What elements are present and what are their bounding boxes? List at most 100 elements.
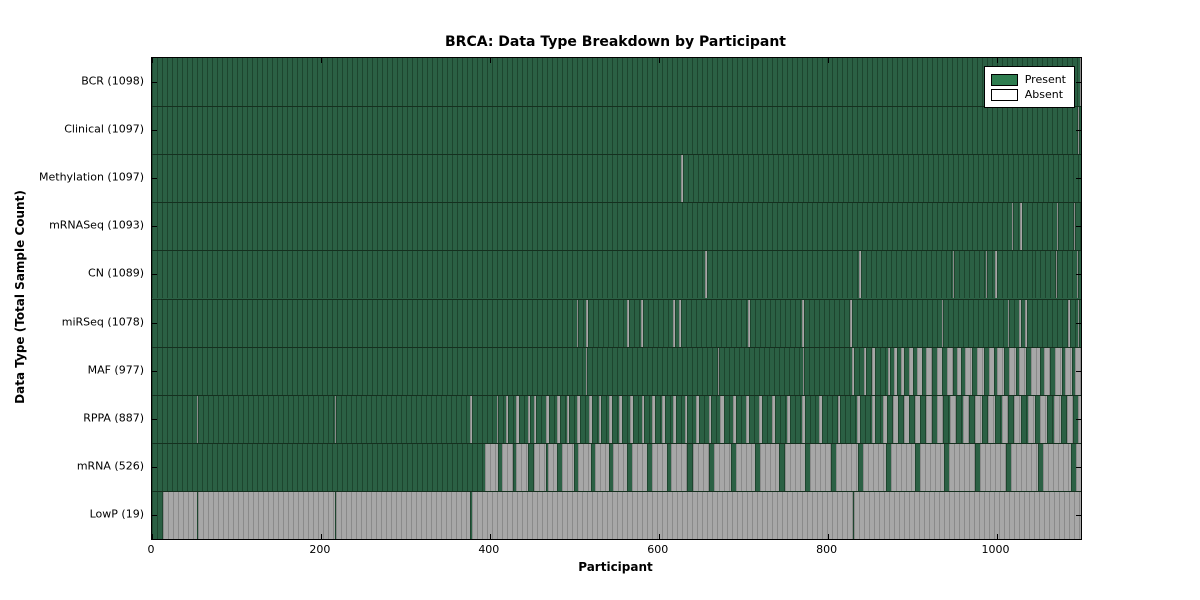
row-separator [152,202,1081,204]
segment [556,394,560,443]
x-tick-mark [320,58,322,63]
segment [942,346,947,395]
y-tick-label-MAF: MAF (977) [87,363,144,377]
segment [1031,346,1040,395]
segment [515,394,519,443]
segment [676,394,685,443]
segment [962,394,969,443]
segment [972,346,978,395]
y-tick-label-mRNASeq: mRNASeq (1093) [49,218,144,232]
segment [983,346,989,395]
segment [1019,298,1022,347]
segment [914,442,920,491]
segment [836,442,859,491]
segment [667,442,672,491]
x-tick-label-600: 600 [647,543,669,556]
x-tick-mark [996,58,998,63]
segment [586,346,587,395]
segment [979,442,1006,491]
segment [162,490,197,539]
x-tick-mark [827,534,829,539]
segment [977,346,984,395]
segment [863,346,866,395]
segment [692,442,710,491]
x-tick-mark [489,58,491,63]
segment [985,250,988,299]
segment [598,394,602,443]
segment [152,58,1081,107]
segment [513,442,516,491]
segment [708,394,712,443]
segment [803,346,804,395]
segment [994,250,997,299]
segment [1009,298,1020,347]
segment [152,346,587,395]
segment [919,394,926,443]
segment [608,394,613,443]
segment [853,490,1081,539]
plot-area: Present Absent [151,57,1082,540]
x-tick-mark [152,534,153,539]
segment [152,490,163,539]
segment [890,346,895,395]
segment [931,394,938,443]
y-tick-mark [152,466,157,468]
segment [695,394,700,443]
segment [545,442,549,491]
segment [784,442,805,491]
segment [548,442,558,491]
segment [1068,298,1071,347]
segment [711,394,721,443]
segment [735,394,746,443]
segment [804,442,810,491]
y-tick-label-mRNA: mRNA (526) [76,459,144,473]
segment [1025,298,1027,347]
segment [1066,394,1074,443]
segment [196,490,198,539]
segment [1005,442,1011,491]
segment [1055,250,1058,299]
segment [646,442,652,491]
segment [865,346,873,395]
segment [887,346,891,395]
segment [987,250,995,299]
segment [882,394,887,443]
segment [863,442,886,491]
segment [771,394,776,443]
x-tick-label-800: 800 [816,543,838,556]
segment [720,394,724,443]
segment [1070,298,1078,347]
segment [197,490,336,539]
segment [1057,250,1077,299]
segment [336,394,471,443]
segment [484,442,499,491]
segment [965,346,973,395]
y-tick-mark [1076,130,1081,132]
segment [956,394,963,443]
segment [621,394,630,443]
segment [152,298,577,347]
y-tick-label-Methylation: Methylation (1097) [39,170,144,184]
y-tick-mark [152,322,157,324]
segment [802,298,804,347]
segment [749,298,803,347]
segment [996,250,1035,299]
segment [1027,394,1035,443]
segment [1061,346,1065,395]
segment [574,442,578,491]
y-tick-mark [1076,82,1081,84]
segment [1034,250,1036,299]
segment [1001,394,1009,443]
segment [662,394,665,443]
segment [941,298,944,347]
segment [1013,202,1021,251]
row-LowP [152,490,1081,539]
segment [1035,250,1056,299]
row-MAF [152,346,1081,395]
segment [1007,298,1010,347]
segment [1060,394,1067,443]
segment [1047,394,1054,443]
row-separator [152,394,1081,396]
segment [850,298,853,347]
segment [631,442,647,491]
